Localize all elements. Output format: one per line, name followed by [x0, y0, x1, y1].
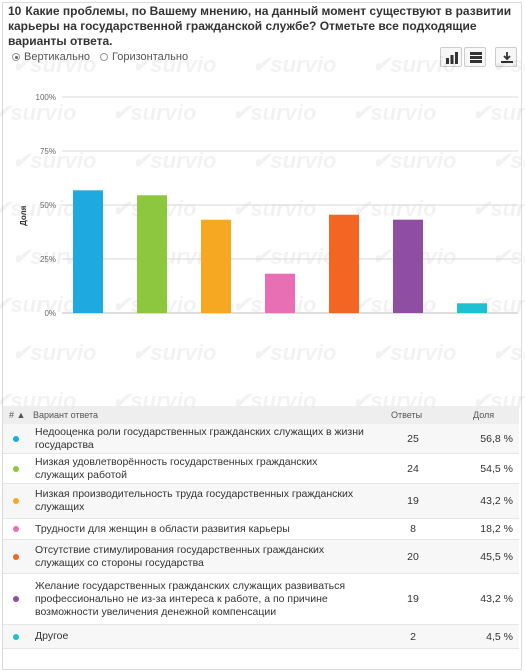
- download-button[interactable]: [495, 47, 517, 67]
- row-count: 24: [407, 462, 419, 475]
- y-tick-label: 0%: [44, 309, 56, 318]
- series-color-dot: [13, 498, 19, 504]
- results-table: # ▲ Вариант ответа Ответы Доля Недооценк…: [3, 406, 519, 649]
- chart-toolbar: Вертикально Горизонтально: [12, 47, 517, 67]
- row-count: 25: [407, 432, 419, 445]
- row-share: 54,5 %: [480, 462, 513, 475]
- table-view-button[interactable]: [464, 47, 486, 67]
- row-option-label: Низкая производительность труда государс…: [35, 488, 354, 513]
- y-tick-label: 100%: [36, 93, 56, 102]
- row-option-label: Низкая удовлетворённость государственных…: [35, 456, 318, 481]
- row-option-label: Недооценка роли государственных гражданс…: [35, 426, 364, 451]
- row-option-label: Отсутствие стимулирования государственны…: [35, 543, 325, 569]
- bar: [329, 214, 359, 313]
- row-share: 18,2 %: [480, 523, 513, 535]
- table-icon: [470, 52, 482, 63]
- row-option-label: Другое: [35, 630, 69, 642]
- question-text: Какие проблемы, по Вашему мнению, на дан…: [8, 4, 512, 48]
- table-row[interactable]: Низкая удовлетворённость государственных…: [3, 454, 519, 484]
- horizontal-label: Горизонтально: [112, 51, 189, 63]
- y-tick-label: 75%: [40, 147, 56, 156]
- table-header: # ▲ Вариант ответа Ответы Доля: [3, 406, 519, 424]
- row-share: 4,5 %: [486, 630, 513, 643]
- bar-chart: 0% 25% 50% 75% 100% Доля: [19, 93, 518, 318]
- y-tick-label: 25%: [40, 255, 56, 264]
- row-option-label: Желание государственных гражданских служ…: [35, 579, 346, 618]
- row-count: 19: [407, 495, 419, 507]
- vertical-label: Вертикально: [24, 51, 91, 63]
- table-body: Недооценка роли государственных гражданс…: [3, 424, 519, 649]
- row-option-label: Трудности для женщин в области развития …: [35, 522, 290, 535]
- table-row[interactable]: Трудности для женщин в области развития …: [3, 519, 519, 540]
- header-option[interactable]: Вариант ответа: [33, 410, 98, 420]
- bar: [265, 273, 295, 313]
- row-share: 45,5 %: [480, 550, 513, 563]
- series-color-dot: [13, 526, 19, 532]
- bar: [201, 219, 231, 313]
- row-count: 19: [407, 593, 419, 605]
- header-share[interactable]: Доля: [473, 410, 495, 420]
- row-share: 43,2 %: [480, 495, 513, 507]
- bar-chart-view-button[interactable]: [440, 47, 462, 67]
- bar: [457, 303, 487, 313]
- header-index[interactable]: # ▲: [9, 410, 26, 420]
- bar: [73, 190, 103, 313]
- bar: [137, 195, 167, 313]
- table-row[interactable]: Другое 2 4,5 %: [3, 625, 519, 649]
- series-color-dot: [13, 633, 19, 640]
- y-axis-label: Доля: [19, 205, 28, 226]
- series-color-dot: [13, 435, 19, 442]
- question-title: 10 Какие проблемы, по Вашему мнению, на д…: [8, 4, 513, 49]
- row-count: 8: [410, 523, 416, 535]
- row-count: 2: [410, 630, 416, 643]
- series-color-dot: [13, 596, 19, 602]
- bar-chart-icon: [446, 52, 458, 64]
- series-color-dot: [13, 553, 19, 560]
- table-row[interactable]: Желание государственных гражданских служ…: [3, 574, 519, 625]
- radio-unselected-icon: [100, 53, 108, 61]
- bar: [393, 219, 423, 313]
- y-tick-label: 50%: [40, 201, 56, 210]
- row-share: 43,2 %: [480, 593, 513, 605]
- row-count: 20: [407, 550, 419, 563]
- question-number: 10: [8, 4, 22, 18]
- header-count[interactable]: Ответы: [391, 410, 423, 420]
- download-icon: [501, 52, 513, 63]
- row-share: 56,8 %: [480, 432, 513, 445]
- table-row[interactable]: Отсутствие стимулирования государственны…: [3, 540, 519, 574]
- series-color-dot: [13, 465, 19, 472]
- table-row[interactable]: Недооценка роли государственных гражданс…: [3, 424, 519, 454]
- orientation-horizontal-radio[interactable]: Горизонтально: [100, 51, 188, 63]
- radio-selected-icon: [12, 53, 20, 61]
- table-row[interactable]: Низкая производительность труда государс…: [3, 484, 519, 519]
- orientation-vertical-radio[interactable]: Вертикально: [12, 51, 90, 63]
